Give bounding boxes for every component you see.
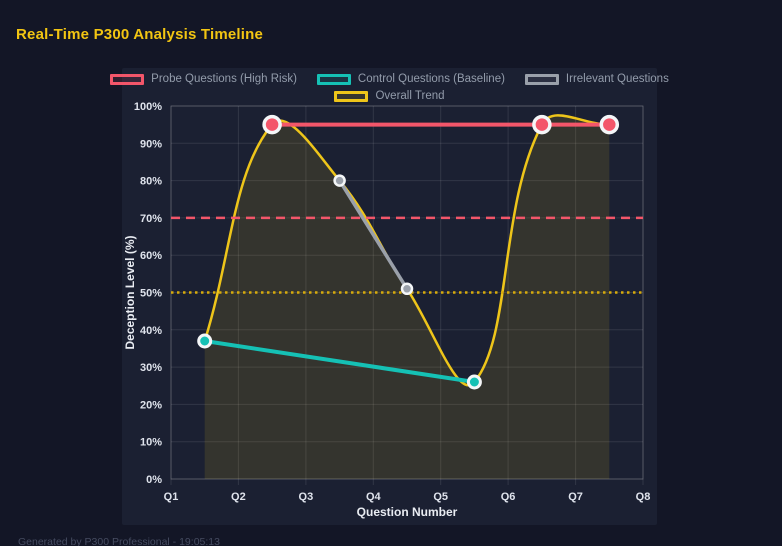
irrelevant-questions-point-2[interactable] (400, 282, 414, 296)
x-axis-title: Question Number (357, 505, 458, 519)
y-tick-label: 40% (140, 325, 162, 337)
chart-legend-row-2: Overall Trend (122, 90, 657, 102)
control-questions-baseline-line (202, 339, 477, 384)
x-tick-label: Q4 (366, 491, 382, 503)
y-tick-label: 50% (140, 288, 162, 300)
control-questions-baseline-point-1[interactable] (197, 333, 213, 349)
legend-label: Overall Trend (375, 90, 445, 102)
legend-item-irrelevant-questions[interactable]: Irrelevant Questions (524, 73, 669, 85)
x-tick-label: Q1 (164, 491, 179, 503)
y-tick-label: 0% (146, 474, 162, 486)
page-title: Real-Time P300 Analysis Timeline (16, 26, 264, 43)
chart-legend-row-1: Probe Questions (High Risk) Control Quest… (110, 73, 669, 85)
legend-item-control-questions-baseline[interactable]: Control Questions (Baseline) (316, 73, 505, 85)
x-tick-label: Q3 (299, 491, 314, 503)
probe-questions-high-risk-point-2[interactable] (532, 114, 552, 135)
probe-questions-high-risk-point-3[interactable] (599, 114, 620, 135)
legend-label: Probe Questions (High Risk) (151, 73, 297, 85)
trend-area-fill (204, 115, 610, 479)
x-tick-label: Q7 (568, 491, 583, 503)
legend-item-probe-questions-high-risk[interactable]: Probe Questions (High Risk) (110, 73, 297, 85)
y-tick-label: 30% (140, 362, 162, 374)
x-tick-label: Q8 (636, 491, 651, 503)
legend-swatch-irrelevant-questions (524, 73, 559, 85)
probe-questions-high-risk-point-1[interactable] (262, 114, 282, 135)
y-tick-label: 80% (140, 176, 162, 188)
legend-swatch-overall-trend (334, 90, 369, 102)
control-questions-baseline-point-2[interactable] (466, 374, 482, 390)
irrelevant-questions-point-1[interactable] (333, 174, 346, 187)
y-axis-title: Deception Level (%) (123, 235, 137, 349)
y-tick-label: 90% (140, 138, 162, 150)
x-tick-label: Q6 (501, 491, 516, 503)
x-tick-label: Q5 (433, 491, 448, 503)
y-tick-label: 100% (134, 101, 162, 113)
chart-panel: Probe Questions (High Risk) Control Quest… (110, 68, 669, 525)
y-tick-label: 70% (140, 213, 162, 225)
legend-swatch-control-questions-baseline (316, 73, 351, 85)
legend-label: Irrelevant Questions (565, 73, 669, 85)
legend-item-overall-trend[interactable]: Overall Trend (334, 90, 445, 102)
y-tick-label: 20% (140, 399, 162, 411)
x-tick-label: Q2 (231, 491, 246, 503)
irrelevant-questions-line (337, 178, 409, 291)
y-tick-label: 10% (140, 437, 162, 449)
legend-swatch-probe-questions-high-risk (110, 73, 145, 85)
y-tick-label: 60% (140, 250, 162, 262)
legend-label: Control Questions (Baseline) (357, 73, 505, 85)
footer-note: Generated by P300 Professional - 19:05:1… (18, 536, 220, 546)
